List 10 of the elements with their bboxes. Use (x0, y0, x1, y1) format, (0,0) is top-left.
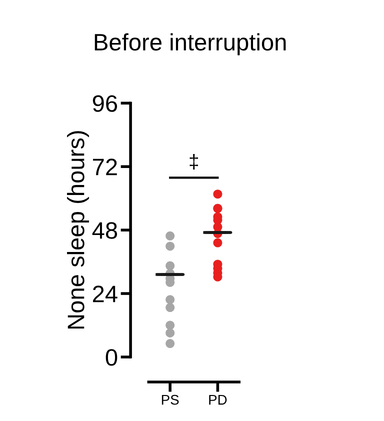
y-tick-label: 48 (92, 222, 118, 239)
x-tick-label: PS (162, 394, 179, 405)
y-axis-title: None sleep (hours) (67, 131, 90, 329)
annotation: ‡ (190, 154, 198, 170)
y-tick-label: 24 (92, 286, 118, 302)
y-tick-label: 0 (106, 349, 118, 366)
x-tick-label: PD (209, 395, 227, 405)
y-tick-label: 96 (92, 95, 118, 112)
chart-title: Before interruption (94, 33, 286, 56)
y-tick-label: 72 (93, 158, 117, 176)
